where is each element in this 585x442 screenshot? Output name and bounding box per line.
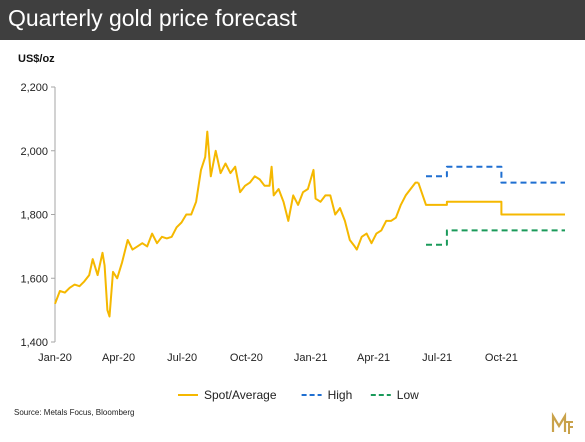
x-tick-label: Oct-21 [485, 352, 518, 364]
y-tick-label: 2,000 [20, 146, 48, 158]
legend-label-spot-average: Spot/Average [204, 388, 277, 402]
high-series-line [426, 165, 565, 184]
x-tick-label: Jan-21 [294, 352, 328, 364]
spot-average-series-line [54, 130, 419, 318]
x-tick-label: Apr-20 [102, 352, 135, 364]
x-tick-label: Oct-20 [230, 352, 263, 364]
page-title: Quarterly gold price forecast [8, 5, 297, 31]
spot-average-forecast-series-line [417, 182, 565, 216]
y-axis-unit-label: US$/oz [18, 53, 55, 65]
low-series-line [426, 229, 565, 246]
metals-focus-logo-icon [551, 412, 573, 434]
chart: US$/oz 1,400 1,600 1,800 2,000 2,200 Jan-20 Apr… [18, 53, 565, 402]
x-tick-label: Apr-21 [357, 352, 390, 364]
legend-label-low: Low [397, 388, 419, 402]
y-tick-label: 2,200 [20, 82, 48, 94]
x-tick-label: Jul-21 [422, 352, 452, 364]
y-tick-label: 1,600 [20, 273, 48, 285]
legend-label-high: High [328, 388, 353, 402]
header-bar: Quarterly gold price forecast [0, 0, 585, 40]
y-tick-label: 1,800 [20, 210, 48, 222]
y-tick-label: 1,400 [20, 337, 48, 349]
source-note: Source: Metals Focus, Bloomberg [14, 408, 135, 417]
x-tick-label: Jan-20 [38, 352, 72, 364]
x-tick-label: Jul-20 [167, 352, 197, 364]
